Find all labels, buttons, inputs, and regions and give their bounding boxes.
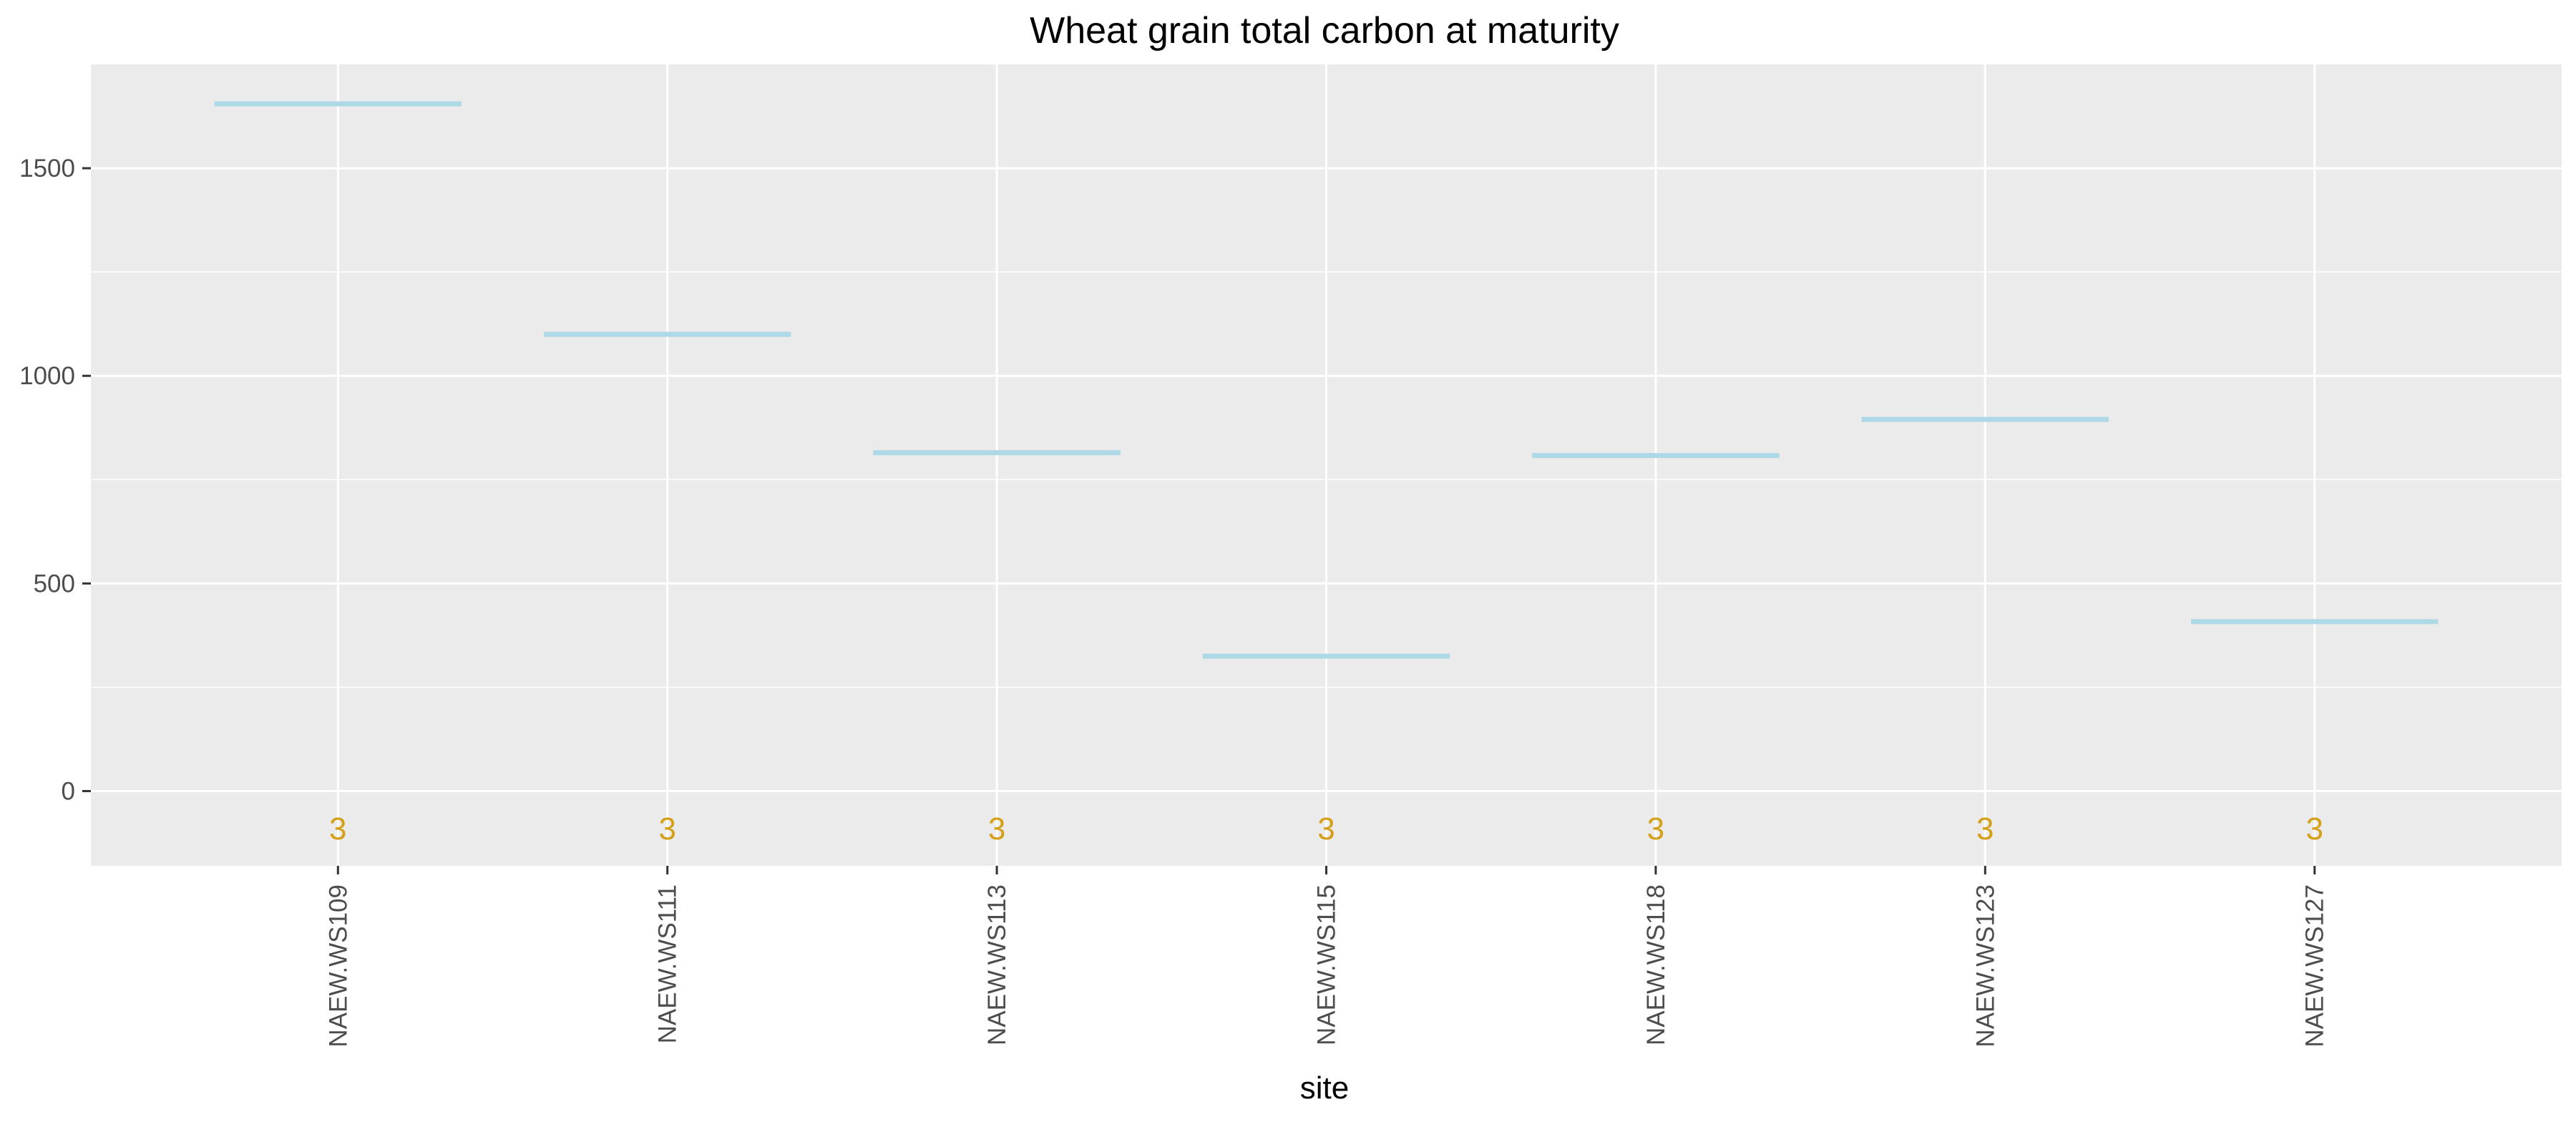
y-tick-label: 500 [34, 570, 75, 597]
y-tick-label: 1000 [19, 362, 75, 390]
count-label: 3 [988, 811, 1005, 847]
count-label: 3 [329, 811, 346, 847]
series-marks: 3 3 3 3 3 3 3 [214, 101, 2439, 847]
x-tick-label: NAEW.WS109 [324, 884, 352, 1048]
chart-title: Wheat grain total carbon at maturity [1030, 10, 1619, 52]
grid-lines [91, 64, 2562, 866]
x-tick-label: NAEW.WS127 [2301, 884, 2329, 1048]
y-tick-label: 1500 [19, 155, 75, 182]
x-tick-label: NAEW.WS113 [983, 884, 1011, 1045]
count-label: 3 [658, 811, 675, 847]
x-axis: NAEW.WS109 NAEW.WS111 NAEW.WS113 NAEW.WS115… [324, 866, 2329, 1048]
count-label: 3 [1976, 811, 1994, 847]
count-label: 3 [1647, 811, 1664, 847]
x-tick-label: NAEW.WS115 [1313, 884, 1341, 1045]
x-tick-label: NAEW.WS123 [1971, 884, 1999, 1048]
y-axis: 0 500 1000 1500 [19, 155, 91, 806]
x-tick-label: NAEW.WS111 [654, 884, 682, 1043]
count-label: 3 [1317, 811, 1335, 847]
x-axis-label: site [1300, 1070, 1349, 1106]
count-label: 3 [2306, 811, 2323, 847]
y-tick-label: 0 [62, 778, 75, 806]
x-tick-label: NAEW.WS118 [1642, 884, 1670, 1045]
